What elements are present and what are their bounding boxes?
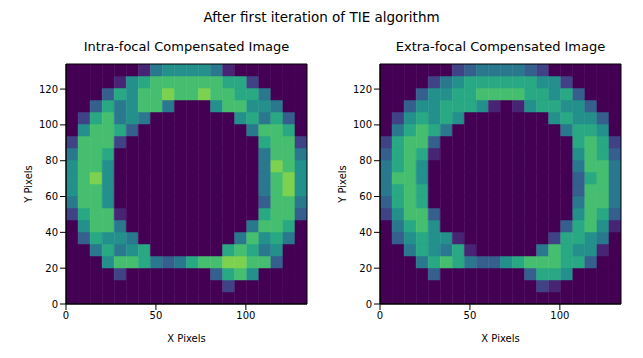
- svg-text:0: 0: [52, 299, 58, 310]
- svg-text:Y Pixels: Y Pixels: [337, 165, 348, 204]
- svg-text:100: 100: [353, 119, 372, 130]
- svg-text:80: 80: [45, 155, 58, 166]
- svg-text:50: 50: [464, 310, 477, 321]
- svg-text:20: 20: [359, 263, 372, 274]
- html-text:Intra-focal Compensated Image: Intra-focal Compensated Image: [83, 39, 290, 54]
- svg-text:Y Pixels: Y Pixels: [23, 165, 34, 204]
- svg-text:100: 100: [550, 310, 569, 321]
- svg-text:100: 100: [236, 310, 255, 321]
- svg-text:X Pixels: X Pixels: [167, 333, 205, 344]
- svg-text:0: 0: [366, 299, 372, 310]
- html-text:Extra-focal Compensated Image: Extra-focal Compensated Image: [395, 39, 606, 54]
- svg-text:0: 0: [377, 310, 383, 321]
- svg-text:60: 60: [359, 191, 372, 202]
- svg-text:120: 120: [353, 84, 372, 95]
- svg-text:60: 60: [45, 191, 58, 202]
- svg-text:40: 40: [45, 227, 58, 238]
- svg-text:120: 120: [39, 84, 58, 95]
- svg-text:20: 20: [45, 263, 58, 274]
- svg-text:80: 80: [359, 155, 372, 166]
- svg-text:100: 100: [39, 119, 58, 130]
- svg-text:X Pixels: X Pixels: [481, 333, 519, 344]
- svg-text:40: 40: [359, 227, 372, 238]
- svg-text:50: 50: [150, 310, 163, 321]
- html-text:After first iteration of TIE a: After first iteration of TIE algorithm: [203, 9, 440, 25]
- svg-text:0: 0: [63, 310, 69, 321]
